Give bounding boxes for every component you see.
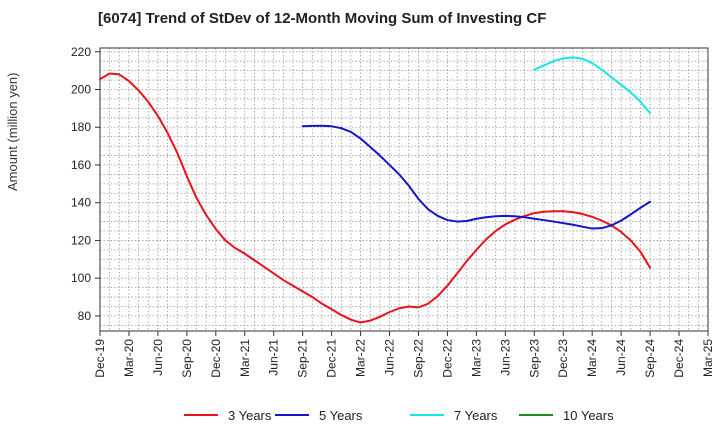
y-tick-label: 220 [71, 45, 91, 59]
legend-label: 5 Years [319, 407, 363, 423]
x-tick-label: Jun-24 [614, 339, 628, 376]
x-tick-label: Jun-21 [267, 339, 281, 376]
x-tick-label: Mar-22 [354, 339, 368, 377]
series-line-2 [533, 56, 652, 115]
legend-swatch [275, 414, 309, 416]
chart-legend: 3 Years 5 Years 7 Years 10 Years [0, 405, 720, 425]
legend-label: 3 Years [228, 407, 272, 423]
y-tick-label: 160 [71, 158, 91, 172]
y-tick-label: 120 [71, 233, 91, 247]
legend-swatch [410, 414, 444, 416]
x-tick-label: Sep-22 [411, 339, 425, 378]
x-tick-label: Mar-24 [585, 339, 599, 377]
x-tick-label: Mar-21 [238, 339, 252, 377]
x-tick-label: Dec-24 [672, 339, 686, 378]
x-tick-label: Sep-24 [643, 339, 657, 378]
series-line-1 [301, 124, 652, 230]
x-tick-label: Sep-21 [296, 339, 310, 378]
y-tick-label: 140 [71, 196, 91, 210]
x-tick-label: Jun-20 [151, 339, 165, 376]
x-tick-label: Sep-23 [527, 339, 541, 378]
legend-label: 10 Years [563, 407, 614, 423]
x-tick-label: Dec-23 [556, 339, 570, 378]
x-tick-label: Dec-19 [93, 339, 107, 378]
plot-frame [99, 47, 709, 332]
y-tick-label: 200 [71, 83, 91, 97]
x-tick-label: Jun-23 [498, 339, 512, 376]
legend-swatch [519, 414, 553, 416]
x-tick-label: Dec-21 [325, 339, 339, 378]
y-tick-label: 180 [71, 120, 91, 134]
legend-item-1: 5 Years [275, 405, 362, 425]
x-tick-label: Mar-20 [122, 339, 136, 377]
legend-label: 7 Years [454, 407, 498, 423]
y-tick-label: 100 [71, 271, 91, 285]
legend-item-3: 10 Years [519, 405, 614, 425]
series-line-0 [99, 72, 652, 324]
chart-plot: 80 100 120 140 160 180 200 220 Dec-19 Mar-20 Jun-… [71, 45, 715, 378]
x-tick-label: Mar-23 [469, 339, 483, 377]
legend-swatch [184, 414, 218, 416]
legend-item-0: 3 Years [184, 405, 271, 425]
x-tick-label: Jun-22 [383, 339, 397, 376]
chart-title: [6074] Trend of StDev of 12-Month Moving… [98, 10, 547, 27]
x-tick-label: Dec-22 [440, 339, 454, 378]
x-tick-label: Mar-25 [701, 339, 715, 377]
x-tick-label: Dec-20 [209, 339, 223, 378]
y-tick-label: 80 [78, 309, 92, 323]
x-tick-label: Sep-20 [180, 339, 194, 378]
legend-item-2: 7 Years [410, 405, 497, 425]
